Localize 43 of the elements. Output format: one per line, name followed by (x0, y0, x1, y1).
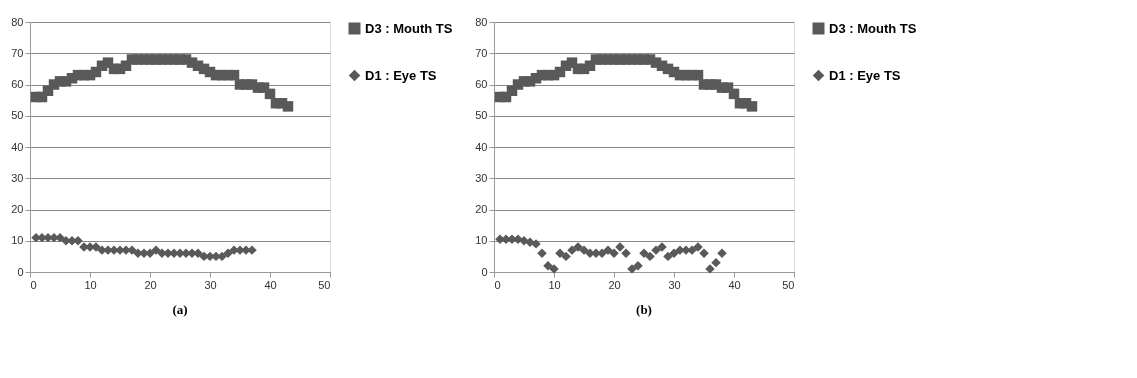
y-tick-label: 70 (475, 46, 488, 59)
y-tick-label: 80 (11, 15, 24, 28)
x-tick-label: 50 (318, 278, 331, 291)
x-tick-label: 10 (548, 278, 561, 291)
x-tick-label: 20 (144, 278, 157, 291)
x-tick-label: 50 (782, 278, 795, 291)
point (711, 257, 721, 268)
y-tick-label: 40 (475, 140, 488, 153)
x-tick-label: 30 (204, 278, 217, 291)
y-tick-label: 50 (475, 109, 488, 122)
y-tick-label: 10 (475, 234, 488, 247)
legend-label: D3 : Mouth TS (829, 20, 917, 36)
y-tick-label: 0 (481, 265, 488, 278)
y-tick-label: 40 (11, 140, 24, 153)
x-tick-label: 20 (608, 278, 621, 291)
y-tick-label: 60 (11, 78, 24, 90)
x-tick-label: 30 (668, 278, 681, 291)
x-tick-label: 40 (728, 278, 741, 291)
y-tick-label: 0 (17, 265, 24, 278)
text: (a) (172, 302, 188, 317)
point (663, 251, 673, 262)
y-tick-label: 80 (475, 15, 488, 28)
text: (b) (636, 302, 652, 317)
legend-label: D1 : Eye TS (365, 67, 437, 83)
point (282, 101, 294, 112)
y-tick-label: 70 (11, 46, 24, 59)
point (525, 237, 535, 248)
x-tick-label: 40 (264, 278, 277, 291)
y-tick-label: 20 (11, 203, 24, 215)
legend-label: D3 : Mouth TS (365, 20, 453, 36)
y-tick-label: 50 (11, 109, 24, 122)
point (561, 251, 571, 262)
y-tick-label: 60 (475, 78, 488, 90)
x-tick-label: 0 (30, 278, 37, 291)
y-tick-label: 10 (11, 234, 24, 247)
y-tick-label: 30 (11, 171, 24, 184)
legend-label: D1 : Eye TS (829, 67, 901, 83)
point (645, 251, 655, 262)
point (746, 101, 758, 112)
x-tick-label: 10 (84, 278, 97, 291)
x-tick-label: 0 (494, 278, 501, 291)
y-tick-label: 30 (475, 171, 488, 184)
y-tick-label: 20 (475, 203, 488, 215)
